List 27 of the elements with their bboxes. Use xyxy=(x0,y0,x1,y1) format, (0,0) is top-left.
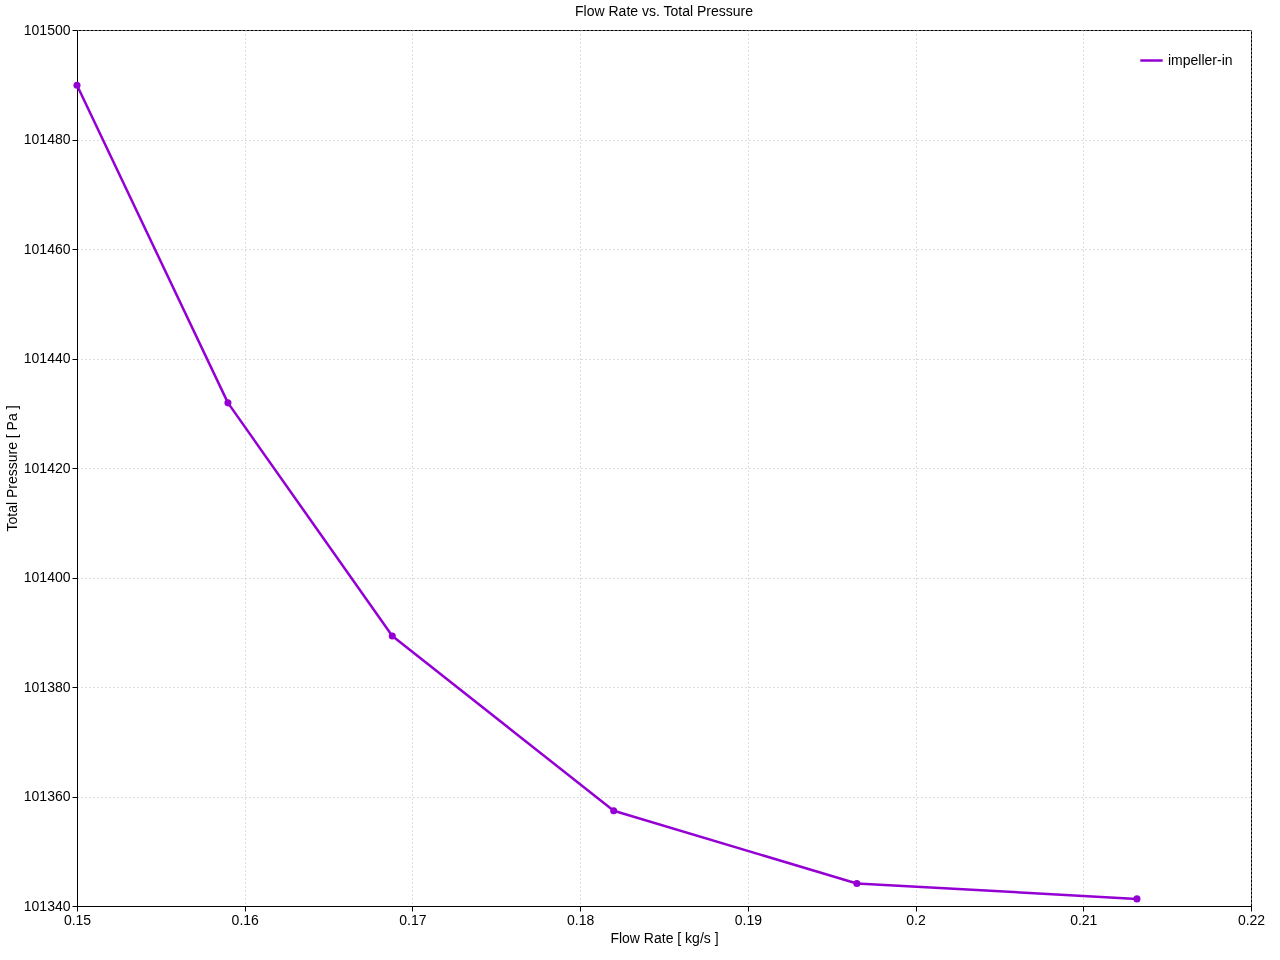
x-tick-label: 0.18 xyxy=(567,911,595,928)
x-tick-label: 0.22 xyxy=(1237,911,1266,928)
x-tick-label: 0.21 xyxy=(1070,911,1098,928)
y-axis-title: Total Pressure [ Pa ] xyxy=(3,405,20,532)
y-tick-label: 101460 xyxy=(23,240,71,257)
y-tick-label: 101500 xyxy=(23,21,71,38)
point xyxy=(388,632,396,640)
x-tick-label: 0.17 xyxy=(399,911,427,928)
point xyxy=(610,807,618,815)
x-tick-label: 0.19 xyxy=(734,911,763,928)
y-tick-label: 101420 xyxy=(23,459,71,476)
point xyxy=(224,399,232,407)
y-tick-label: 101360 xyxy=(23,788,71,804)
chart-title: Flow Rate vs. Total Pressure xyxy=(575,3,754,19)
y-tick-label: 101380 xyxy=(23,678,71,695)
y-tick-label: 101440 xyxy=(23,350,71,366)
point xyxy=(853,880,861,888)
x-tick-label: 0.15 xyxy=(63,911,92,928)
point xyxy=(1133,895,1141,903)
y-tick-label: 101340 xyxy=(23,897,71,914)
x-tick-label: 0.2 xyxy=(906,911,927,928)
point xyxy=(73,81,81,89)
x-tick-label: 0.16 xyxy=(231,911,260,928)
y-tick-label: 101480 xyxy=(23,131,71,147)
x-axis-title: Flow Rate [ kg/s ] xyxy=(610,929,719,946)
legend-label: impeller-in xyxy=(1168,51,1233,68)
y-tick-label: 101400 xyxy=(23,569,71,585)
